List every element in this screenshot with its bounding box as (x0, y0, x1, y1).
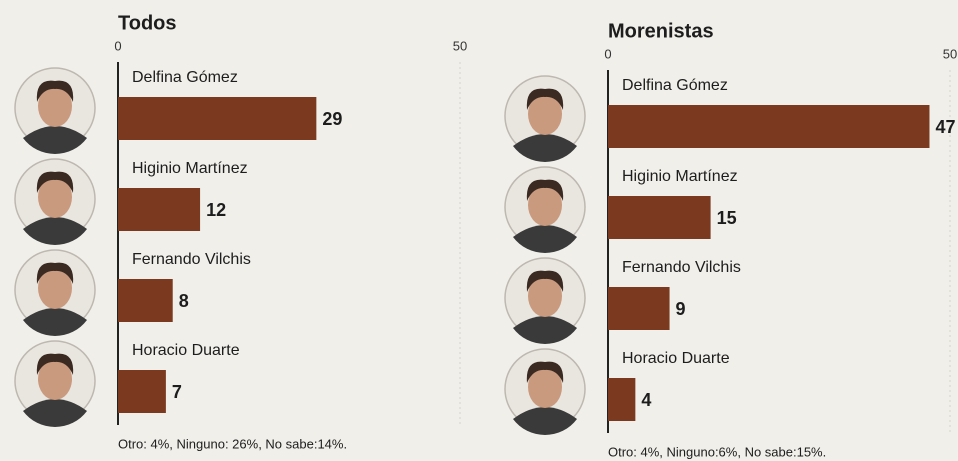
photo-hair (36, 262, 74, 284)
photo-hair (36, 353, 74, 375)
bar (608, 287, 670, 330)
bar (608, 378, 636, 421)
chart-title: Morenistas (608, 20, 714, 42)
category-label: Higinio Martínez (132, 160, 248, 177)
category-label: Higinio Martínez (622, 168, 738, 185)
photo-shoulders (23, 217, 87, 246)
photo-hair (526, 179, 564, 201)
bar (118, 279, 173, 322)
photo-face (38, 176, 72, 218)
photo-hair (36, 171, 74, 193)
photo-shoulders (23, 126, 87, 154)
photo-shoulders (513, 225, 577, 253)
bar (118, 97, 317, 140)
value-label: 9 (676, 299, 686, 319)
photo-face (38, 358, 72, 400)
bar (118, 188, 201, 231)
bar-chart: Todos 0 50 Delfina Gómez 29 Higinio Martínez 1… (14, 12, 467, 451)
photo-face (528, 184, 562, 226)
value-label: 8 (179, 291, 189, 311)
photo-shoulders (513, 407, 577, 436)
photo-shoulders (513, 316, 577, 344)
annotation: Otro: 4%, Ninguno: 26%, No sabe:14%. (118, 436, 347, 451)
photo-shoulders (23, 308, 87, 336)
value-label: 4 (641, 390, 651, 410)
category-label: Fernando Vilchis (132, 251, 251, 268)
value-label: 12 (206, 200, 226, 220)
value-label: 29 (322, 109, 342, 129)
photo-shoulders (23, 399, 87, 427)
photo-hair (526, 270, 564, 292)
photo-hair (526, 88, 564, 110)
annotation: Otro: 4%, Ninguno:6%, No sabe:15%. (608, 444, 826, 459)
category-label: Horacio Duarte (622, 350, 730, 367)
bar (608, 196, 711, 239)
photo-face (528, 366, 562, 408)
bar (608, 105, 930, 148)
value-label: 15 (717, 208, 737, 228)
photo-face (528, 93, 562, 135)
x-tick-label: 50 (943, 46, 957, 61)
category-label: Delfina Gómez (622, 77, 728, 94)
value-label: 7 (172, 382, 182, 402)
photo-face (38, 85, 72, 127)
bar-chart: Morenistas 0 50 Delfina Gómez 47 Higinio Mart… (504, 20, 957, 459)
chart-title: Todos (118, 12, 177, 34)
photo-hair (526, 361, 564, 383)
x-tick-label: 0 (604, 46, 611, 61)
photo-shoulders (513, 134, 577, 162)
photo-face (38, 267, 72, 309)
photo-face (528, 275, 562, 317)
value-label: 47 (935, 117, 955, 137)
category-label: Fernando Vilchis (622, 259, 741, 276)
x-tick-label: 0 (114, 38, 121, 53)
bar (118, 370, 166, 413)
photo-hair (36, 80, 74, 102)
category-label: Horacio Duarte (132, 342, 240, 359)
x-tick-label: 50 (453, 38, 467, 53)
category-label: Delfina Gómez (132, 69, 238, 86)
